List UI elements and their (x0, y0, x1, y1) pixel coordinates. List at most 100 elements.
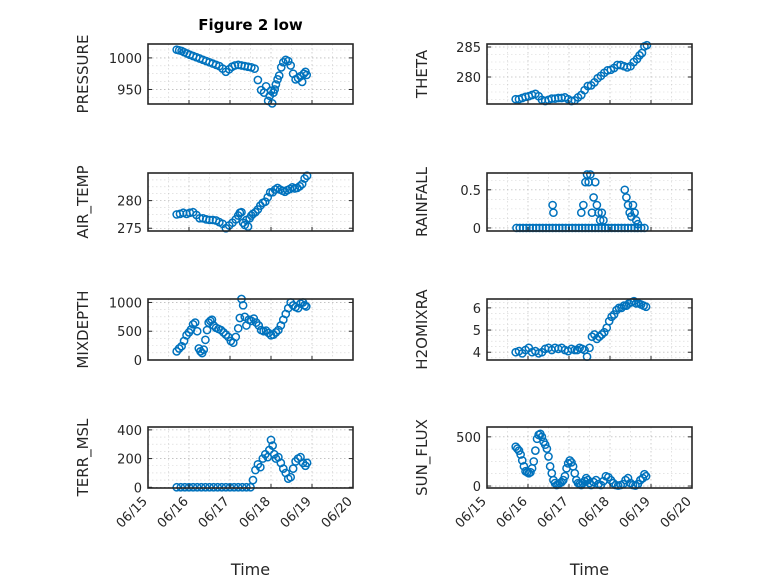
figure-title: Figure 2 low (198, 16, 303, 34)
axes-box (147, 172, 354, 232)
data-point (261, 81, 271, 91)
data-point (270, 85, 280, 94)
data-point (235, 313, 245, 323)
data-point (188, 319, 198, 329)
data-point (622, 193, 631, 202)
series-markers (511, 429, 651, 490)
y-tick-label: 500 (117, 325, 142, 340)
axes-box (486, 426, 693, 489)
data-point (199, 345, 209, 354)
data-point (614, 303, 624, 313)
data-point (201, 335, 210, 345)
data-point (278, 464, 288, 473)
data-point (630, 208, 639, 218)
data-point (619, 301, 629, 311)
data-point (544, 452, 553, 461)
axes-box (486, 172, 693, 232)
series-markers (172, 294, 311, 358)
data-point (631, 299, 641, 308)
data-point (595, 215, 605, 225)
data-point (549, 208, 558, 218)
subplot-1: 950 1000 PRESSURE (74, 35, 354, 113)
data-point (590, 177, 600, 187)
data-point (221, 330, 231, 340)
data-point (286, 472, 296, 482)
data-point (302, 458, 312, 468)
data-point (295, 181, 305, 191)
data-point (253, 75, 263, 85)
data-point (642, 40, 652, 50)
data-point (260, 197, 270, 207)
y-axis-label: H2OMIXRA (413, 289, 431, 370)
data-point (274, 325, 283, 335)
y-tick-label: 280 (117, 195, 142, 210)
data-point (271, 328, 281, 337)
y-tick-label: 0 (134, 354, 142, 369)
y-axis-label: RAINFALL (413, 166, 431, 237)
y-tick-label: 0 (473, 480, 481, 495)
y-axis-label: MIXDEPTH (74, 290, 92, 368)
data-point (594, 332, 604, 342)
data-point (255, 462, 265, 472)
data-point (271, 80, 281, 89)
data-point (576, 208, 586, 218)
data-point (266, 435, 276, 445)
data-point (268, 441, 277, 451)
data-point (286, 61, 296, 70)
data-point (297, 77, 307, 87)
data-point (581, 177, 590, 187)
data-point (237, 207, 246, 217)
data-point (560, 471, 570, 481)
axes-box (147, 298, 354, 361)
data-point (585, 170, 595, 179)
y-tick-label: 0 (134, 481, 142, 496)
data-point (592, 334, 602, 344)
data-point (516, 450, 525, 459)
y-tick-label: 0 (473, 222, 481, 237)
axes-box (147, 43, 354, 105)
data-point (635, 475, 645, 485)
data-point (592, 200, 602, 210)
data-point (609, 310, 619, 319)
y-axis-label: SUN_FLUX (413, 419, 432, 496)
data-point (302, 171, 312, 181)
data-point (635, 51, 644, 60)
subplot-4: 0 0.5 RAINFALL (413, 166, 693, 237)
data-point (216, 325, 226, 335)
x-axis-label: Time (569, 560, 609, 579)
data-point (558, 475, 568, 485)
data-point (594, 208, 603, 218)
subplot-3: 275 280 AIR_TEMP (74, 165, 354, 239)
data-point (583, 81, 593, 91)
data-point (599, 215, 608, 225)
data-point (301, 302, 311, 311)
data-point (263, 192, 273, 202)
y-axis-label: AIR_TEMP (74, 165, 93, 238)
data-point (526, 467, 535, 477)
data-point (233, 323, 243, 333)
data-point (254, 321, 264, 330)
y-tick-label: 400 (117, 424, 142, 439)
data-point (192, 326, 202, 336)
data-point (629, 296, 639, 306)
data-point (537, 432, 547, 442)
data-point (597, 208, 607, 218)
y-tick-label: 285 (456, 41, 481, 56)
data-point (582, 170, 592, 179)
data-point (248, 475, 258, 485)
data-point (599, 327, 609, 337)
data-point (585, 343, 594, 353)
y-tick-label: 5 (473, 324, 481, 339)
data-point (640, 469, 649, 479)
axes-box (147, 426, 354, 489)
data-point (617, 303, 626, 313)
data-point (589, 477, 598, 487)
data-point (302, 70, 312, 80)
data-point (250, 64, 259, 73)
data-point (623, 473, 633, 483)
data-point (641, 471, 651, 481)
data-point (246, 316, 256, 326)
x-axis-label: Time (230, 560, 270, 579)
data-point (604, 316, 614, 326)
